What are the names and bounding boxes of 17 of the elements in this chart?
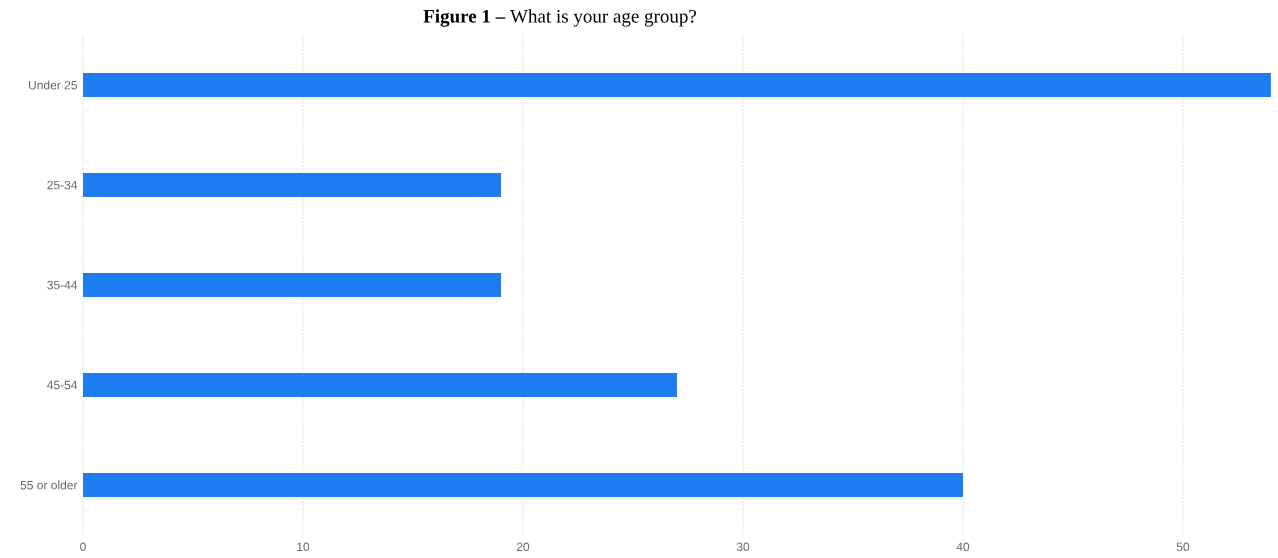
bar (83, 373, 677, 398)
y-tick-label: 35-44 (47, 280, 78, 290)
x-tick-label: 50 (1176, 542, 1190, 552)
bar (83, 273, 501, 298)
bar (83, 473, 963, 498)
x-tick-label: 20 (516, 542, 530, 552)
y-tick-label: 25-34 (47, 180, 78, 190)
x-tick-label: 10 (297, 542, 310, 552)
x-tick-label: 40 (956, 542, 970, 552)
y-tick-label: Under 25 (29, 80, 77, 90)
x-tick-label: 0 (80, 542, 86, 552)
chart-title: Figure 1 – What is your age group? (423, 9, 697, 27)
x-tick-label: 30 (736, 542, 750, 552)
y-tick-label: 55 or older (20, 480, 78, 490)
y-tick-label: 45-54 (47, 380, 78, 390)
bar (83, 73, 1271, 98)
bar (83, 173, 501, 198)
